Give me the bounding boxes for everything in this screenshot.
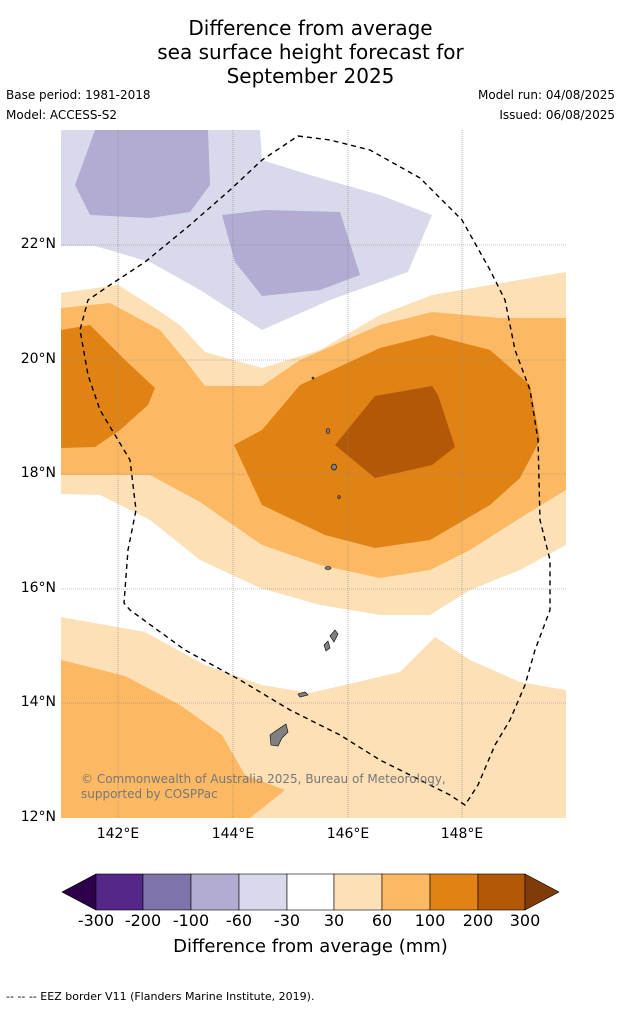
lon-label-146e: 146°E [326,826,370,842]
colorbar-tick-9: 200 [462,911,494,930]
lat-label-14n: 14°N [20,694,56,710]
title-line-1: Difference from average [188,16,433,40]
contour-neg-60-center [222,210,360,296]
island-small-4 [337,495,341,499]
colorbar-bin-8 [429,873,479,911]
island-small-5 [311,376,315,380]
lat-label-18n: 18°N [20,465,56,481]
colorbar-bin-1 [95,873,144,911]
colorbar-bin-4 [238,873,288,911]
island-small-1 [324,566,332,570]
tinian-island [323,640,331,652]
colorbar-tick-5: -30 [273,911,301,930]
saipan-island [329,629,339,643]
colorbar-tick-7: 60 [371,911,393,930]
colorbar-tick-1: -300 [77,911,115,930]
islands [269,376,341,747]
colorbar [61,873,560,911]
rota-island [297,691,309,698]
contour-pos-60-south [61,660,285,818]
colorbar-bin-5 [286,873,335,911]
lat-label-22n: 22°N [20,236,56,252]
colorbar-bin-3 [190,873,240,911]
map-title: Difference from average sea surface heig… [0,16,621,88]
model-run: Model run: 04/08/2025 [477,88,615,102]
contour-neg-60-nw [75,130,210,218]
issued-date: Issued: 06/08/2025 [499,108,615,122]
colorbar-bin-7 [381,873,431,911]
guam-island [269,723,289,747]
lon-label-144e: 144°E [211,826,255,842]
lon-label-142e: 142°E [96,826,140,842]
colorbar-bin-9 [477,873,526,911]
island-small-2 [325,428,331,434]
contour-pos-200 [335,386,455,478]
map-area [61,130,566,818]
graticule [61,130,566,818]
colorbar-tick-4: -60 [225,911,253,930]
colorbar-tick-2: -200 [124,911,162,930]
colorbar-bin-2 [142,873,192,911]
base-period: Base period: 1981-2018 [6,88,151,102]
lat-label-20n: 20°N [20,351,56,367]
colorbar-extend-low [61,873,97,911]
colorbar-title: Difference from average (mm) [173,936,448,957]
colorbar-tick-3: -100 [172,911,210,930]
eez-border [79,135,551,806]
copyright-credit: © Commonwealth of Australia 2025, Bureau… [81,772,446,801]
island-small-3 [331,463,337,471]
lat-label-16n: 16°N [20,580,56,596]
lat-label-12n: 12°N [20,809,56,825]
colorbar-extend-high [524,873,560,911]
eez-footnote: -- -- -- EEZ border V11 (Flanders Marine… [6,990,315,1003]
title-line-3: September 2025 [226,64,395,88]
lon-label-148e: 148°E [440,826,484,842]
colorbar-tick-10: 300 [509,911,541,930]
colorbar-tick-6: 30 [323,911,345,930]
colorbar-bin-6 [333,873,383,911]
colorbar-tick-8: 100 [414,911,446,930]
title-line-2: sea surface height forecast for [157,40,464,64]
model-name: Model: ACCESS-S2 [6,108,118,122]
